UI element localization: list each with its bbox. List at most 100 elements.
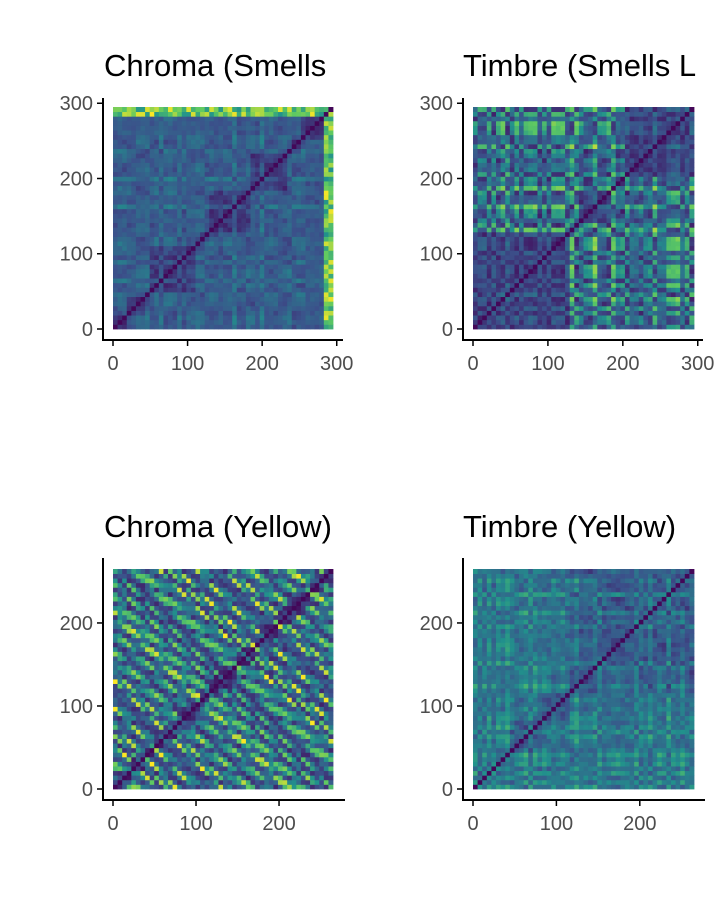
heatmap-cell <box>565 227 571 233</box>
heatmap-cell <box>172 176 178 182</box>
heatmap-cell <box>145 278 151 284</box>
heatmap-cell <box>190 204 196 210</box>
heatmap-cell <box>477 310 483 316</box>
heatmap-cell <box>287 287 293 293</box>
heatmap-cell <box>177 222 183 228</box>
heatmap-cell <box>620 185 626 191</box>
heatmap-cell <box>638 222 644 228</box>
heatmap-cell <box>624 255 630 261</box>
heatmap-cell <box>629 144 635 150</box>
heatmap-cell <box>250 162 256 168</box>
heatmap-cell <box>615 199 621 205</box>
heatmap-cell <box>122 287 128 293</box>
heatmap-cell <box>135 144 141 150</box>
heatmap-cell <box>264 292 270 298</box>
heatmap-cell <box>264 282 270 288</box>
heatmap-cell <box>597 194 603 200</box>
heatmap-cell <box>172 134 178 140</box>
heatmap-cell <box>232 775 238 781</box>
heatmap-cell <box>482 245 488 251</box>
heatmap-cell <box>569 319 575 325</box>
heatmap-cell <box>652 213 658 219</box>
heatmap-cell <box>675 139 681 145</box>
heatmap-cell <box>319 236 325 242</box>
heatmap-cell <box>657 116 663 122</box>
heatmap-cell <box>296 775 302 781</box>
heatmap-cell <box>218 315 224 321</box>
heatmap-cell <box>158 111 164 117</box>
heatmap-cell <box>172 296 178 302</box>
heatmap-cell <box>578 130 584 136</box>
heatmap-cell <box>268 213 274 219</box>
heatmap-cell <box>227 176 233 182</box>
heatmap-cell <box>634 259 640 265</box>
heatmap-cell <box>592 111 598 117</box>
heatmap-cell <box>278 107 283 113</box>
heatmap-cell <box>514 130 520 136</box>
heatmap-cell <box>537 324 543 330</box>
heatmap-cell <box>209 218 215 224</box>
heatmap-cell <box>546 194 552 200</box>
heatmap-cell <box>131 310 137 316</box>
heatmap-cell <box>291 218 297 224</box>
heatmap-cell <box>190 324 196 330</box>
heatmap-cell <box>624 250 630 256</box>
heatmap-cell <box>670 139 676 145</box>
heatmap-cell <box>135 241 141 247</box>
heatmap-cell <box>523 144 529 150</box>
heatmap-cell <box>241 250 247 256</box>
heatmap-cell <box>126 287 132 293</box>
heatmap-cell <box>528 120 534 126</box>
heatmap-cell <box>259 236 265 242</box>
heatmap-cell <box>209 319 215 325</box>
heatmap-cell <box>264 761 270 767</box>
heatmap-cell <box>300 324 306 330</box>
heatmap-cell <box>532 162 538 168</box>
heatmap-cell <box>126 292 132 298</box>
heatmap-cell <box>232 315 238 321</box>
heatmap-cell <box>291 199 297 205</box>
heatmap-cell <box>505 250 511 256</box>
heatmap-cell <box>578 319 584 325</box>
heatmap-cell <box>473 134 478 140</box>
heatmap-cell <box>296 268 302 274</box>
heatmap-cell <box>546 236 552 242</box>
heatmap-cell <box>574 278 580 284</box>
heatmap-cell <box>528 181 534 187</box>
heatmap-cell <box>634 107 640 113</box>
heatmap-cell <box>149 296 155 302</box>
heatmap-cell <box>500 282 506 288</box>
heatmap-cell <box>638 231 644 237</box>
heatmap-cell <box>186 245 192 251</box>
heatmap-cell <box>606 194 612 200</box>
heatmap-cell <box>491 245 497 251</box>
heatmap-cell <box>158 144 164 150</box>
heatmap-cell <box>158 766 164 772</box>
heatmap-cell <box>675 144 681 150</box>
heatmap-cell <box>574 259 580 265</box>
heatmap-cell <box>666 273 672 279</box>
heatmap-cell <box>689 134 695 140</box>
heatmap-cell <box>661 264 667 270</box>
heatmap-cell <box>537 194 543 200</box>
heatmap-cell <box>319 292 325 298</box>
heatmap-cell <box>328 116 334 122</box>
heatmap-cell <box>689 162 695 168</box>
heatmap-cell <box>528 190 534 196</box>
heatmap-cell <box>519 324 525 330</box>
heatmap-cell <box>486 181 492 187</box>
heatmap-cell <box>615 134 621 140</box>
heatmap-cell <box>634 208 640 214</box>
heatmap-cell <box>638 171 644 177</box>
heatmap-cell <box>278 324 283 330</box>
heatmap-cell <box>310 278 316 284</box>
heatmap-cell <box>181 770 187 776</box>
heatmap-cell <box>195 775 201 781</box>
heatmap-cell <box>634 264 640 270</box>
heatmap-cell <box>629 259 635 265</box>
heatmap-cell <box>186 273 192 279</box>
heatmap-cell <box>620 213 626 219</box>
heatmap-cell <box>158 770 164 776</box>
heatmap-cell <box>255 784 261 790</box>
heatmap-cell <box>592 139 598 145</box>
